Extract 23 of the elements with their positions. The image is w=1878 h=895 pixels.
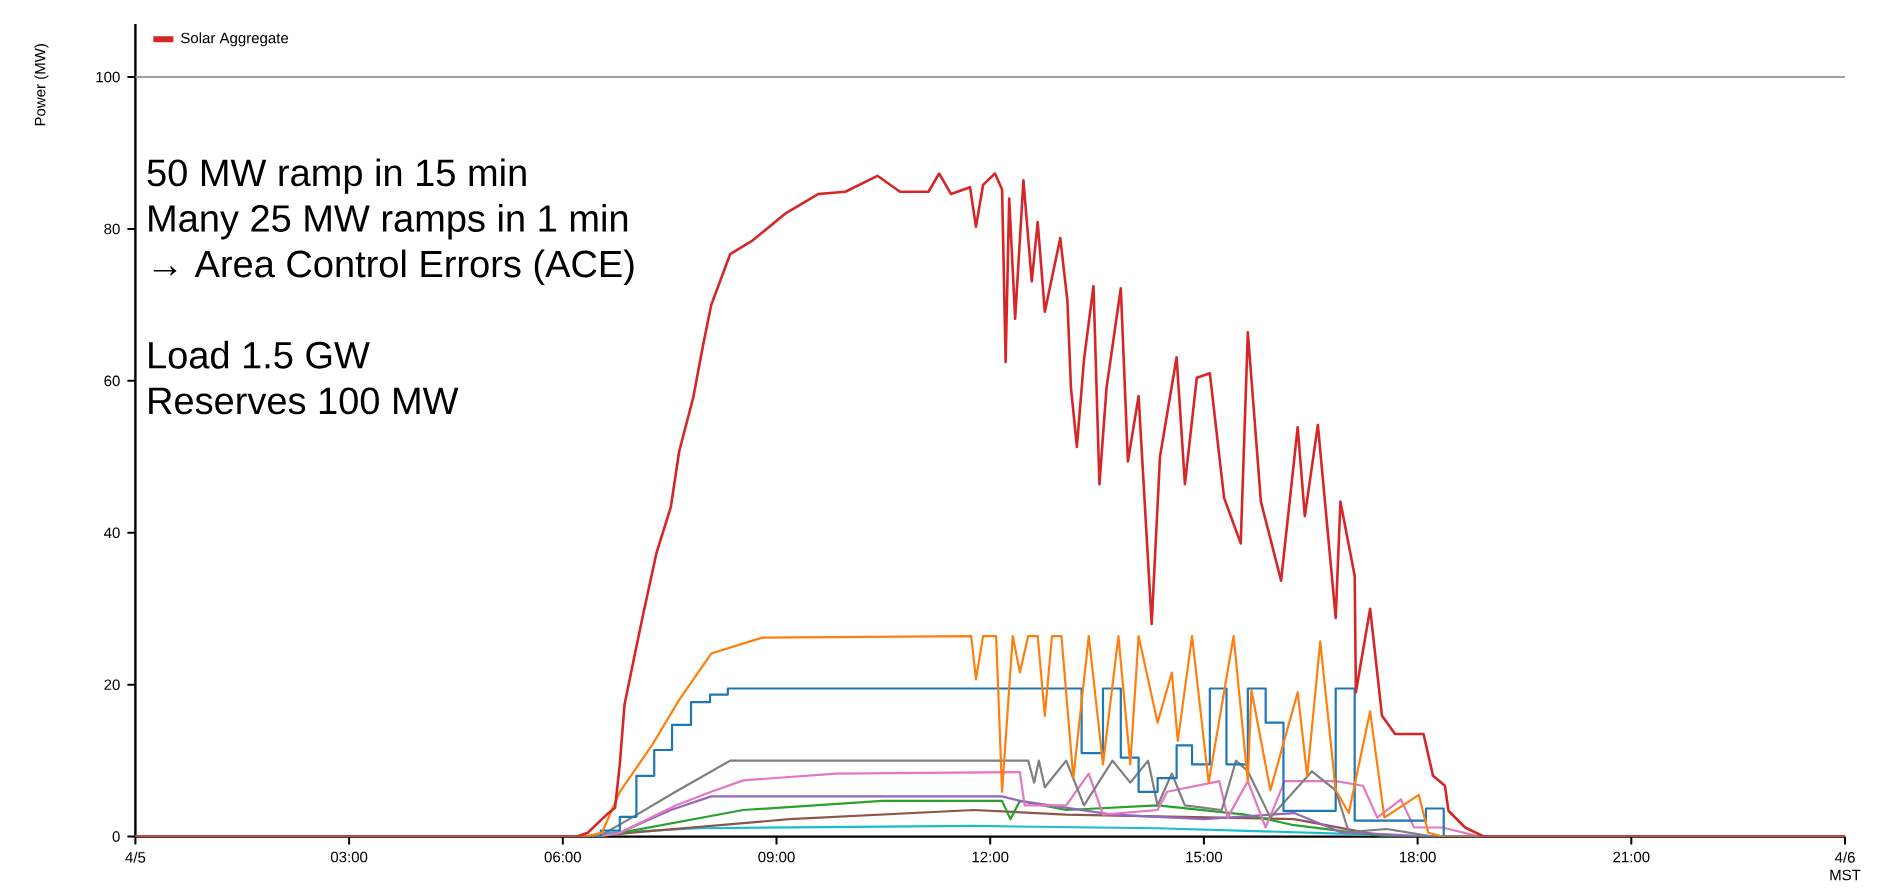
x-axis-title: MST	[1830, 869, 1861, 881]
x-tick-label: 18:00	[1399, 851, 1436, 863]
x-tick-label: 12:00	[972, 851, 1009, 863]
annotation: 50 MW ramp in 15 min	[147, 158, 526, 194]
annotation: Reserves 100 MW	[149, 387, 459, 415]
y-axis-title: Power (MW)	[34, 44, 49, 126]
x-tick-label: 4/5	[125, 851, 146, 863]
y-tick-label: 100	[96, 71, 120, 83]
annotation: → Area Control Errors (ACE)	[153, 249, 634, 285]
y-tick-label: 40	[104, 527, 120, 539]
x-tick-label: 15:00	[1186, 851, 1223, 863]
y-tick-label: 0	[112, 831, 120, 842]
y-tick-label: 20	[104, 679, 120, 691]
x-tick-label: 03:00	[330, 851, 368, 863]
legend-label: Solar Aggregate	[181, 32, 289, 47]
x-tick-label: 21:00	[1613, 851, 1650, 863]
x-tick-label: 4/6	[1834, 851, 1855, 863]
x-tick-label: 06:00	[544, 851, 581, 863]
annotation: Load 1.5 GW	[149, 340, 370, 369]
annotation: Many 25 MW ramps in 1 min	[149, 203, 628, 240]
y-tick-label: 60	[104, 375, 120, 387]
x-tick-label: 09:00	[758, 851, 795, 863]
y-tick-label: 80	[104, 223, 120, 235]
